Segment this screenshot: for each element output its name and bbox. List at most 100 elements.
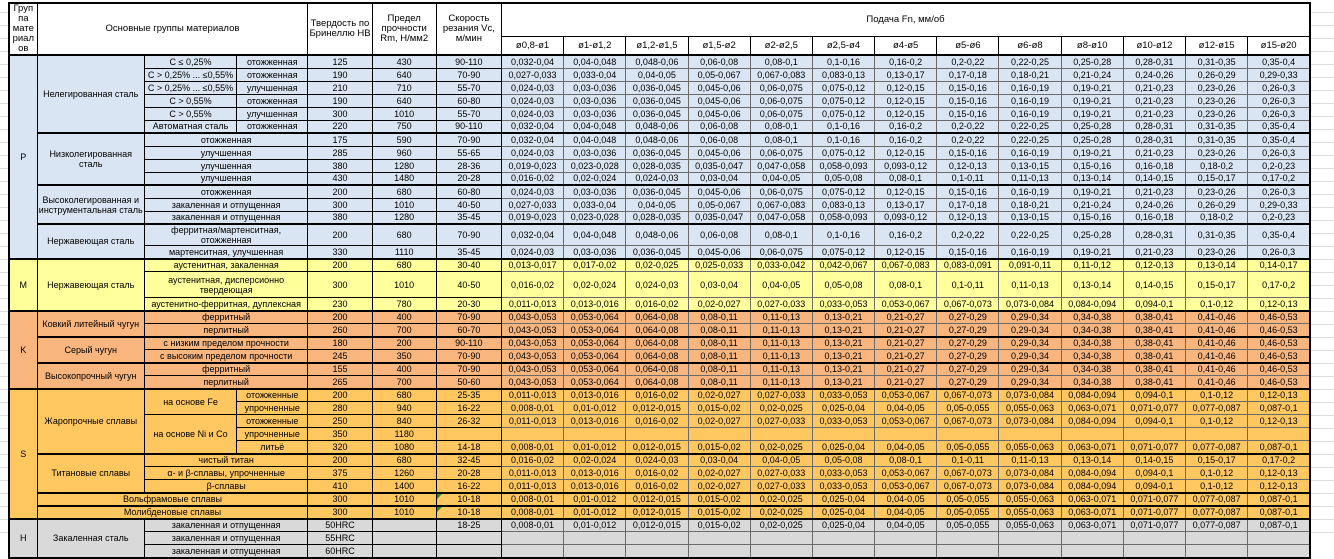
feed-cell[interactable]: 0,055-0,063	[998, 504, 1062, 519]
feed-cell[interactable]: 0,38-0,41	[1122, 323, 1187, 337]
feed-cell[interactable]: 0,043-0,053	[500, 349, 565, 363]
hb-cell[interactable]: 190	[307, 93, 373, 108]
feed-cell[interactable]: 0,13-0,21	[811, 323, 876, 337]
feed-cell[interactable]: 0,27-0,29	[936, 309, 1000, 324]
feed-cell[interactable]: 0,06-0,08	[687, 54, 751, 69]
feed-cell[interactable]: 0,043-0,053	[500, 335, 565, 350]
feed-cell[interactable]: 0,048-0,06	[625, 54, 689, 69]
feed-cell[interactable]: 0,013-0,016	[563, 414, 627, 428]
feed-cell[interactable]: 0,06-0,08	[687, 223, 751, 246]
subgroup-cell[interactable]: C > 0,25% ... ≤0,55%	[143, 80, 238, 95]
feed-cell[interactable]: 0,46-0,53	[1247, 309, 1311, 324]
feed-cell[interactable]: 0,14-0,15	[1122, 271, 1187, 298]
feed-cell[interactable]	[687, 544, 751, 558]
feed-cell[interactable]: 0,21-0,23	[1122, 145, 1187, 160]
feed-cell[interactable]: 0,04-0,048	[563, 132, 627, 147]
feed-cell[interactable]: 0,067-0,083	[749, 67, 813, 82]
feed-cell[interactable]: 0,087-0,1	[1247, 491, 1311, 506]
feed-cell[interactable]: 0,12-0,13	[936, 158, 1000, 173]
feed-cell[interactable]	[1122, 544, 1187, 558]
feed-cell[interactable]: 0,28-0,31	[1122, 223, 1187, 246]
feed-cell[interactable]: 0,26-0,3	[1247, 93, 1311, 108]
state-cell[interactable]: α- и β-сплавы, упрочненные	[143, 466, 309, 480]
feed-cell[interactable]: 0,024-0,03	[500, 245, 565, 259]
hb-cell[interactable]: 180	[307, 335, 373, 350]
feed-cell[interactable]: 0,013-0,016	[563, 387, 627, 402]
state-cell[interactable]: закаленная и отпущенная	[143, 197, 309, 212]
feed-cell[interactable]: 0,21-0,23	[1122, 93, 1187, 108]
rm-cell[interactable]: 680	[371, 223, 437, 246]
feed-cell[interactable]: 0,075-0,12	[811, 184, 876, 199]
rm-cell[interactable]: 680	[371, 184, 437, 199]
feed-cell[interactable]: 0,024-0,03	[625, 271, 689, 298]
feed-cell[interactable]	[998, 544, 1062, 558]
hb-cell[interactable]: 200	[307, 184, 373, 199]
feed-cell[interactable]: 0,46-0,53	[1247, 323, 1311, 337]
feed-cell[interactable]: 0,008-0,01	[500, 504, 565, 519]
feed-cell[interactable]: 0,011-0,013	[500, 479, 565, 493]
feed-cell[interactable]: 0,071-0,077	[1122, 491, 1187, 506]
hb-cell[interactable]: 380	[307, 158, 373, 173]
subgroup-cell[interactable]: C ≤ 0,25%	[143, 54, 238, 69]
feed-cell[interactable]: 0,38-0,41	[1122, 349, 1187, 363]
feed-cell[interactable]: 0,03-0,04	[687, 171, 751, 186]
feed-cell[interactable]: 0,016-0,02	[625, 414, 689, 428]
feed-cell[interactable]	[563, 427, 627, 441]
feed-cell[interactable]: 0,053-0,064	[563, 375, 627, 389]
feed-cell[interactable]: 0,04-0,05	[874, 401, 938, 415]
vc-cell[interactable]: 20-28	[435, 171, 502, 186]
state-cell[interactable]: отожженные	[236, 387, 309, 402]
feed-cell[interactable]: 0,29-0,33	[1247, 67, 1311, 82]
rm-cell[interactable]: 750	[371, 119, 437, 134]
feed-cell[interactable]: 0,18-0,2	[1185, 158, 1249, 173]
vc-cell[interactable]: 16-22	[435, 401, 502, 415]
feed-cell[interactable]: 0,11-0,13	[998, 271, 1062, 298]
feed-cell[interactable]: 0,2-0,22	[936, 119, 1000, 134]
rm-cell[interactable]	[371, 531, 437, 545]
state-cell[interactable]: упрочненные	[236, 401, 309, 415]
state-cell[interactable]: отожженная	[236, 54, 309, 69]
feed-cell[interactable]: 0,12-0,13	[1247, 414, 1311, 428]
feed-cell[interactable]: 0,008-0,01	[500, 517, 565, 532]
feed-cell[interactable]: 0,15-0,17	[1185, 171, 1249, 186]
feed-cell[interactable]: 0,19-0,21	[1060, 106, 1124, 121]
feed-cell[interactable]: 0,21-0,23	[1122, 245, 1187, 259]
feed-cell[interactable]: 0,024-0,03	[500, 93, 565, 108]
feed-cell[interactable]: 0,15-0,16	[936, 80, 1000, 95]
feed-cell[interactable]: 0,053-0,064	[563, 349, 627, 363]
rm-cell[interactable]: 840	[371, 414, 437, 428]
feed-cell[interactable]: 0,46-0,53	[1247, 349, 1311, 363]
feed-cell[interactable]: 0,13-0,14	[1185, 257, 1249, 272]
hb-cell[interactable]: 200	[307, 452, 373, 467]
feed-cell[interactable]: 0,025-0,04	[811, 504, 876, 519]
feed-cell[interactable]: 0,077-0,087	[1185, 401, 1249, 415]
feed-cell[interactable]: 0,053-0,064	[563, 323, 627, 337]
material-cell[interactable]: Вольфрамовые сплавы	[36, 491, 309, 506]
vc-cell[interactable]: 10-18	[435, 491, 502, 506]
hb-cell[interactable]: 285	[307, 145, 373, 160]
vc-cell[interactable]: 18-25	[435, 517, 502, 532]
feed-cell[interactable]	[500, 544, 565, 558]
feed-cell[interactable]: 0,08-0,1	[749, 54, 813, 69]
feed-cell[interactable]: 0,017-0,02	[563, 257, 627, 272]
feed-cell[interactable]: 0,04-0,05	[874, 504, 938, 519]
rm-cell[interactable]: 200	[371, 335, 437, 350]
feed-cell[interactable]: 0,033-0,053	[811, 479, 876, 493]
rm-cell[interactable]	[371, 517, 437, 532]
feed-cell[interactable]: 0,04-0,048	[563, 54, 627, 69]
feed-cell[interactable]: 0,35-0,4	[1247, 54, 1311, 69]
feed-cell[interactable]: 0,03-0,036	[563, 106, 627, 121]
feed-cell[interactable]: 0,17-0,2	[1247, 171, 1311, 186]
hb-cell[interactable]: 250	[307, 414, 373, 428]
feed-cell[interactable]: 0,18-0,2	[1185, 210, 1249, 225]
feed-cell[interactable]: 0,13-0,14	[1060, 271, 1124, 298]
feed-cell[interactable]: 0,38-0,41	[1122, 361, 1187, 376]
feed-cell[interactable]: 0,05-0,055	[936, 491, 1000, 506]
feed-cell[interactable]: 0,17-0,18	[936, 197, 1000, 212]
feed-cell[interactable]: 0,027-0,033	[749, 387, 813, 402]
feed-cell[interactable]: 0,05-0,055	[936, 440, 1000, 454]
feed-cell[interactable]: 0,27-0,29	[936, 335, 1000, 350]
feed-cell[interactable]: 0,094-0,1	[1122, 466, 1187, 480]
rm-cell[interactable]: 700	[371, 375, 437, 389]
feed-cell[interactable]: 0,04-0,05	[874, 491, 938, 506]
